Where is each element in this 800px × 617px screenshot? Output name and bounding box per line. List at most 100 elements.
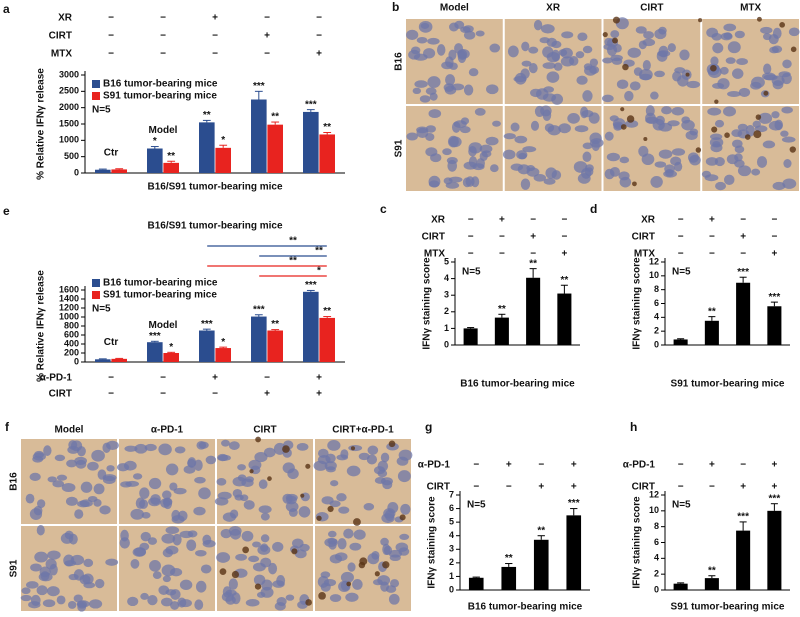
nucleus (187, 530, 198, 538)
nucleus (349, 542, 362, 551)
significance: ** (560, 275, 568, 286)
significance: ** (505, 553, 513, 564)
condition-sign: − (530, 249, 536, 260)
nucleus (468, 68, 479, 77)
nucleus (248, 459, 262, 470)
nucleus (123, 460, 137, 471)
nucleus (528, 62, 538, 74)
nucleus (665, 168, 674, 177)
nucleus (79, 574, 91, 585)
nucleus (551, 93, 564, 105)
error-bar (537, 535, 545, 540)
nucleus (231, 592, 241, 605)
nucleus (654, 161, 667, 168)
micrograph (504, 19, 602, 105)
legend-label: B16 tumor-bearing mice (103, 278, 218, 289)
category-label: Ctr (104, 147, 119, 158)
nucleus (148, 477, 162, 490)
y-tick-label: 0 (654, 584, 659, 594)
condition-sign: − (499, 232, 505, 243)
y-tick-label: 1000 (59, 311, 79, 321)
nucleus (228, 578, 238, 590)
nucleus (629, 81, 641, 91)
y-tick-label: 2 (654, 569, 659, 579)
nucleus (205, 455, 217, 465)
nucleus (751, 168, 761, 176)
nucleus (299, 543, 310, 552)
stain (744, 134, 751, 140)
bar (267, 124, 283, 173)
nucleus (412, 87, 422, 95)
condition-sign: − (740, 249, 746, 260)
nucleus (783, 159, 792, 168)
nucleus (406, 132, 418, 141)
error-bar (677, 338, 685, 340)
error-bar (529, 268, 537, 278)
stain (790, 46, 797, 53)
nucleus (582, 151, 592, 163)
nucleus (589, 58, 599, 67)
bar (494, 317, 509, 345)
sample-note: N=5 (467, 500, 486, 511)
nucleus (241, 530, 254, 542)
stain (698, 18, 703, 23)
significance: ** (323, 122, 331, 133)
bar (767, 510, 782, 590)
nucleus (521, 41, 530, 52)
comparison-label: ** (289, 236, 297, 247)
micrograph (214, 436, 313, 524)
nucleus (74, 509, 84, 519)
nucleus (102, 475, 116, 485)
column-header: XR (546, 3, 561, 14)
nucleus (260, 512, 270, 521)
stain (231, 570, 240, 579)
nucleus (639, 73, 652, 81)
significance: *** (769, 292, 781, 303)
nucleus (358, 452, 370, 461)
error-bar (271, 329, 280, 331)
significance: * (221, 135, 225, 146)
error-bar (202, 119, 211, 123)
micrograph (702, 16, 800, 104)
condition-sign: + (316, 373, 322, 384)
y-axis-label: IFNγ staining score (422, 257, 433, 350)
nucleus (543, 178, 556, 185)
y-tick-label: 0 (74, 356, 79, 366)
y-tick-label: 1400 (59, 293, 79, 303)
nucleus (591, 140, 600, 152)
nucleus (398, 547, 410, 556)
sample-note: N=5 (462, 267, 481, 278)
nucleus (177, 597, 187, 608)
nucleus (367, 553, 380, 565)
nucleus (30, 594, 41, 606)
significance: * (153, 136, 157, 147)
nucleus (714, 119, 725, 128)
micrograph (216, 526, 313, 611)
nucleus (723, 174, 735, 186)
nucleus (558, 49, 568, 57)
condition-sign: − (160, 373, 166, 384)
nucleus (367, 445, 379, 455)
error-bar (306, 289, 315, 292)
stain (755, 114, 762, 120)
condition-sign: − (499, 249, 505, 260)
nucleus (397, 470, 411, 483)
nucleus (32, 452, 46, 461)
significance: *** (253, 81, 265, 92)
nucleus (254, 451, 268, 463)
nucleus (348, 445, 363, 452)
nucleus (671, 148, 686, 156)
nucleus (237, 464, 246, 471)
nucleus (671, 106, 685, 116)
y-axis-label: IFNγ staining score (632, 257, 643, 350)
nucleus (36, 585, 48, 596)
nucleus (198, 487, 211, 500)
nucleus (158, 585, 170, 595)
nucleus (282, 462, 295, 474)
nucleus (285, 594, 295, 601)
nucleus (463, 30, 476, 40)
nucleus (514, 72, 527, 85)
y-tick-label: 0 (74, 167, 79, 177)
nucleus (73, 594, 83, 603)
nucleus (428, 109, 442, 119)
